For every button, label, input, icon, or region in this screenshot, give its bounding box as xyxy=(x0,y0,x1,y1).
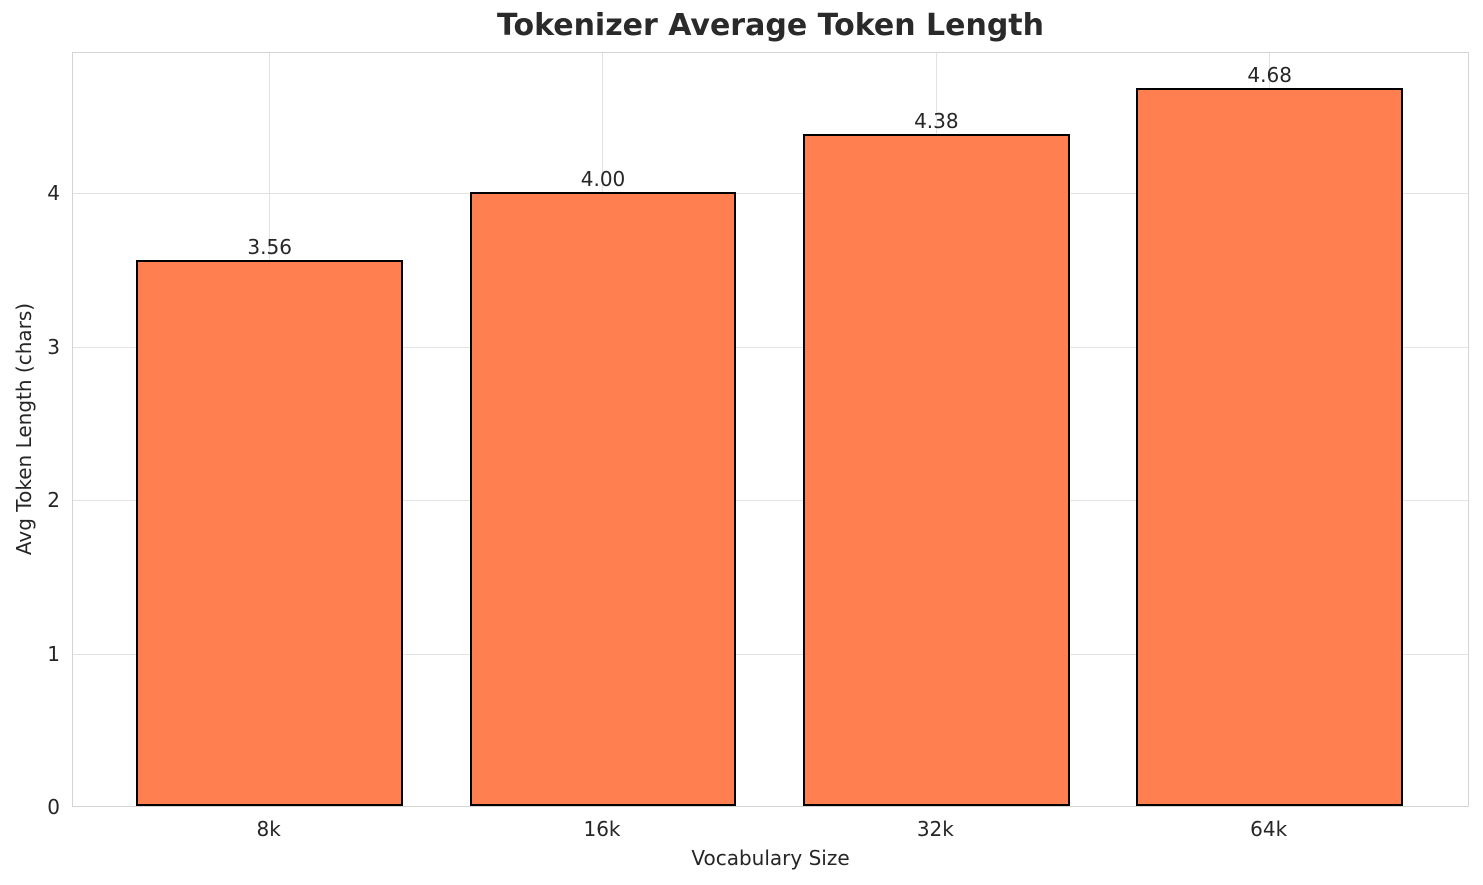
y-tick-label: 2 xyxy=(47,488,60,513)
bar-value-label: 4.38 xyxy=(914,108,959,133)
x-tick-label: 16k xyxy=(583,817,621,841)
bar-64k xyxy=(1136,87,1403,806)
bar-value-label: 3.56 xyxy=(247,234,292,259)
x-tick-label: 64k xyxy=(1250,817,1288,841)
bar-32k xyxy=(803,133,1070,806)
y-tick-label: 4 xyxy=(47,181,60,206)
y-gridline xyxy=(73,653,1468,655)
x-tick-label: 8k xyxy=(256,817,281,841)
bar-value-label: 4.00 xyxy=(580,167,626,192)
bar-8k xyxy=(136,259,403,806)
y-gridline xyxy=(73,346,1468,348)
chart-title: Tokenizer Average Token Length xyxy=(496,8,1044,43)
y-tick-label: 1 xyxy=(47,641,60,666)
x-tick-label: 32k xyxy=(916,817,954,841)
bar-value-label: 4.68 xyxy=(1247,62,1292,87)
y-tick-label: 3 xyxy=(47,334,60,359)
y-tick-label: 0 xyxy=(47,795,60,819)
y-gridline xyxy=(73,500,1468,502)
plot-area: 3.56 4.00 4.38 4.68 xyxy=(72,52,1469,807)
y-gridline xyxy=(73,193,1468,195)
x-axis-label: Vocabulary Size xyxy=(691,846,850,870)
bar-16k xyxy=(469,192,737,806)
